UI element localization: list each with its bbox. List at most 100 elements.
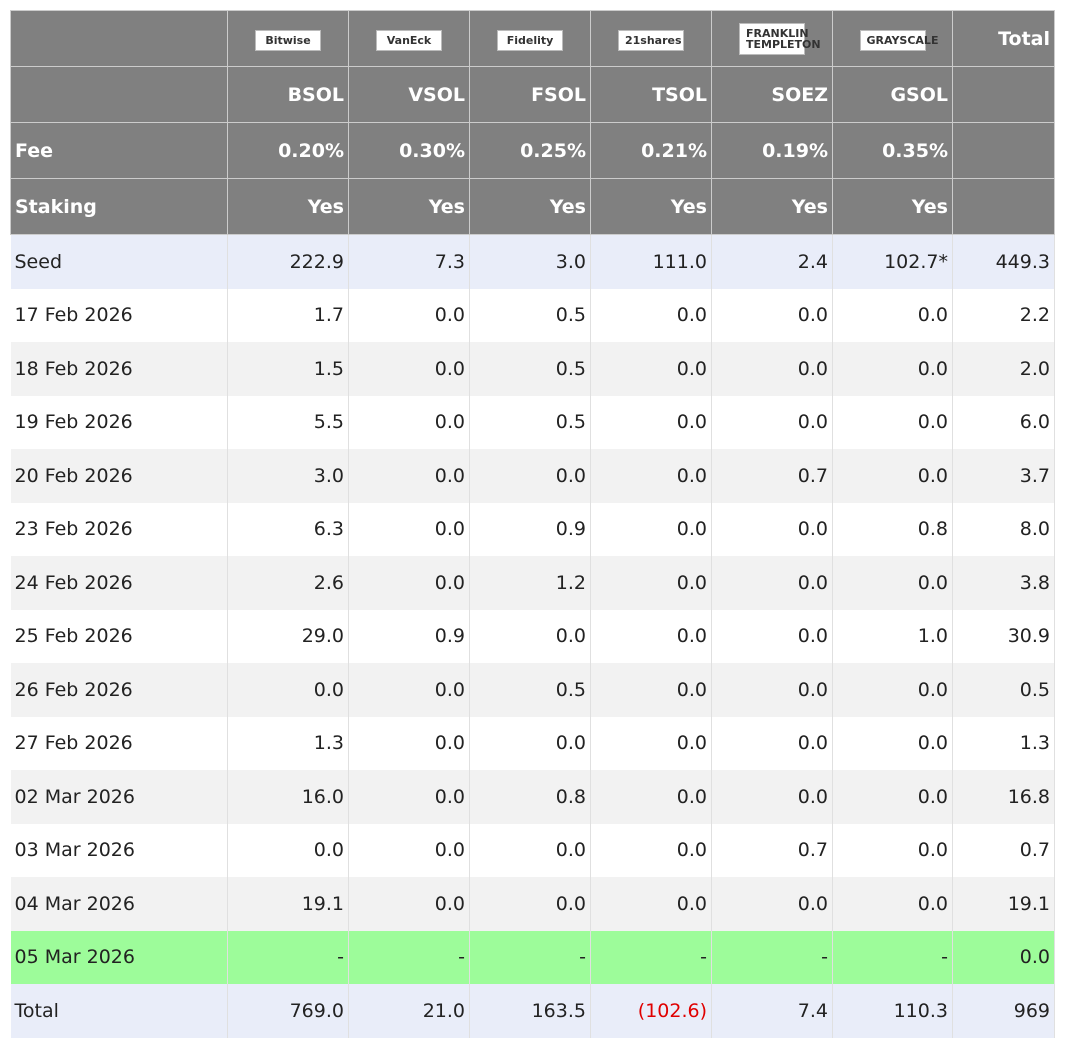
- value-cell: 449.3: [952, 234, 1055, 289]
- value-cell: 0.0: [590, 823, 712, 877]
- value-cell: 0.0: [348, 502, 470, 556]
- logo-cell: FRANKLIN TEMPLETON: [711, 10, 833, 67]
- value-cell: 0.0: [832, 663, 953, 717]
- value-cell: 19.1: [952, 877, 1055, 931]
- value-cell: 222.9: [227, 234, 349, 289]
- row-label: 04 Mar 2026: [10, 877, 228, 931]
- value-cell: 0.7: [711, 823, 833, 877]
- fee-cell: 0.30%: [348, 122, 470, 179]
- value-cell: 0.0: [711, 770, 833, 824]
- value-cell: 0.0: [469, 823, 591, 877]
- value-cell: 0.0: [348, 288, 470, 342]
- data-row: 04 Mar 2026 19.1 0.0 0.0 0.0 0.0 0.0 19.1: [10, 877, 1055, 931]
- value-cell: -: [832, 930, 953, 984]
- value-cell: 0.0: [832, 342, 953, 396]
- header-cell: Total: [952, 10, 1055, 67]
- value-cell: 0.0: [590, 663, 712, 717]
- value-cell: 16.8: [952, 770, 1055, 824]
- ticker: TSOL: [590, 66, 712, 123]
- value-cell: 0.0: [832, 877, 953, 931]
- value-cell: 3.7: [952, 449, 1055, 503]
- value-cell: 0.0: [832, 823, 953, 877]
- value-cell: -: [469, 930, 591, 984]
- row-label: 18 Feb 2026: [10, 342, 228, 396]
- value-cell: 8.0: [952, 502, 1055, 556]
- fee-cell: 0.20%: [227, 122, 349, 179]
- value-cell: 7.4: [711, 984, 833, 1038]
- value-cell: -: [711, 930, 833, 984]
- value-cell: 1.3: [227, 716, 349, 770]
- value-cell: 0.0: [469, 877, 591, 931]
- value-cell: 2.6: [227, 556, 349, 610]
- header-cell: [952, 66, 1055, 123]
- header-cell: [10, 10, 228, 67]
- row-label: Staking: [10, 178, 228, 235]
- value-cell: 0.7: [711, 449, 833, 503]
- value-cell: 0.0: [227, 823, 349, 877]
- value-cell: 0.0: [711, 663, 833, 717]
- logo-cell: 21shares: [590, 10, 712, 67]
- header-row: Fee 0.20% 0.30% 0.25% 0.21% 0.19% 0.35%: [10, 122, 1055, 179]
- staking-cell: Yes: [227, 178, 349, 235]
- value-cell: 0.0: [832, 770, 953, 824]
- data-row: 24 Feb 2026 2.6 0.0 1.2 0.0 0.0 0.0 3.8: [10, 556, 1055, 610]
- value-cell: 2.4: [711, 234, 833, 289]
- logo-cell: Fidelity: [469, 10, 591, 67]
- value-cell: 102.7*: [832, 234, 953, 289]
- value-cell: -: [590, 930, 712, 984]
- logo-cell: VanEck: [348, 10, 470, 67]
- value-cell: 0.0: [590, 716, 712, 770]
- value-cell: 19.1: [227, 877, 349, 931]
- value-cell: 0.0: [590, 288, 712, 342]
- row-label: 23 Feb 2026: [10, 502, 228, 556]
- header-row: Bitwise VanEck Fidelity 21shares FRANKLIN TE…: [10, 10, 1055, 67]
- value-cell: 110.3: [832, 984, 953, 1038]
- value-cell: 0.0: [348, 663, 470, 717]
- logo: VanEck: [376, 29, 442, 51]
- value-cell: 3.0: [227, 449, 349, 503]
- row-label: 25 Feb 2026: [10, 609, 228, 663]
- value-cell: 0.5: [469, 395, 591, 449]
- table-body: Bitwise VanEck Fidelity 21shares FRANKLIN TE…: [10, 10, 1055, 1038]
- logo: GRAYSCALE: [859, 29, 938, 51]
- fee-cell: 0.35%: [832, 122, 953, 179]
- header-row: Staking Yes Yes Yes Yes Yes Yes: [10, 178, 1055, 235]
- value-cell: 0.7: [952, 823, 1055, 877]
- value-cell: 969: [952, 984, 1055, 1038]
- value-cell: 0.0: [348, 556, 470, 610]
- value-cell: 16.0: [227, 770, 349, 824]
- flows-table: Bitwise VanEck Fidelity 21shares FRANKLIN TE…: [10, 10, 1055, 1038]
- value-cell: 3.8: [952, 556, 1055, 610]
- fee-cell: 0.19%: [711, 122, 833, 179]
- header-cell: [952, 122, 1055, 179]
- value-cell: 1.3: [952, 716, 1055, 770]
- row-label: Fee: [10, 122, 228, 179]
- data-row: 19 Feb 2026 5.5 0.0 0.5 0.0 0.0 0.0 6.0: [10, 395, 1055, 449]
- value-cell: 0.0: [832, 716, 953, 770]
- staking-cell: Yes: [832, 178, 953, 235]
- value-cell: 2.0: [952, 342, 1055, 396]
- value-cell: 111.0: [590, 234, 712, 289]
- header-cell: [952, 178, 1055, 235]
- value-cell: 0.0: [590, 877, 712, 931]
- value-cell: 0.5: [469, 663, 591, 717]
- data-row: 18 Feb 2026 1.5 0.0 0.5 0.0 0.0 0.0 2.0: [10, 342, 1055, 396]
- value-cell: 0.9: [348, 609, 470, 663]
- value-cell: 0.0: [832, 449, 953, 503]
- row-label: 24 Feb 2026: [10, 556, 228, 610]
- value-cell: 0.0: [711, 288, 833, 342]
- staking-cell: Yes: [590, 178, 712, 235]
- header-cell: [10, 66, 228, 123]
- value-cell: 7.3: [348, 234, 470, 289]
- ticker: BSOL: [227, 66, 349, 123]
- row-label: 27 Feb 2026: [10, 716, 228, 770]
- value-cell: 0.0: [469, 609, 591, 663]
- ticker: SOEZ: [711, 66, 833, 123]
- value-cell: 21.0: [348, 984, 470, 1038]
- value-cell: 0.0: [590, 556, 712, 610]
- logo-cell: Bitwise: [227, 10, 349, 67]
- value-cell: 0.0: [832, 556, 953, 610]
- value-cell: 0.0: [590, 609, 712, 663]
- data-row: 05 Mar 2026- - - - - -0.0: [10, 930, 1055, 984]
